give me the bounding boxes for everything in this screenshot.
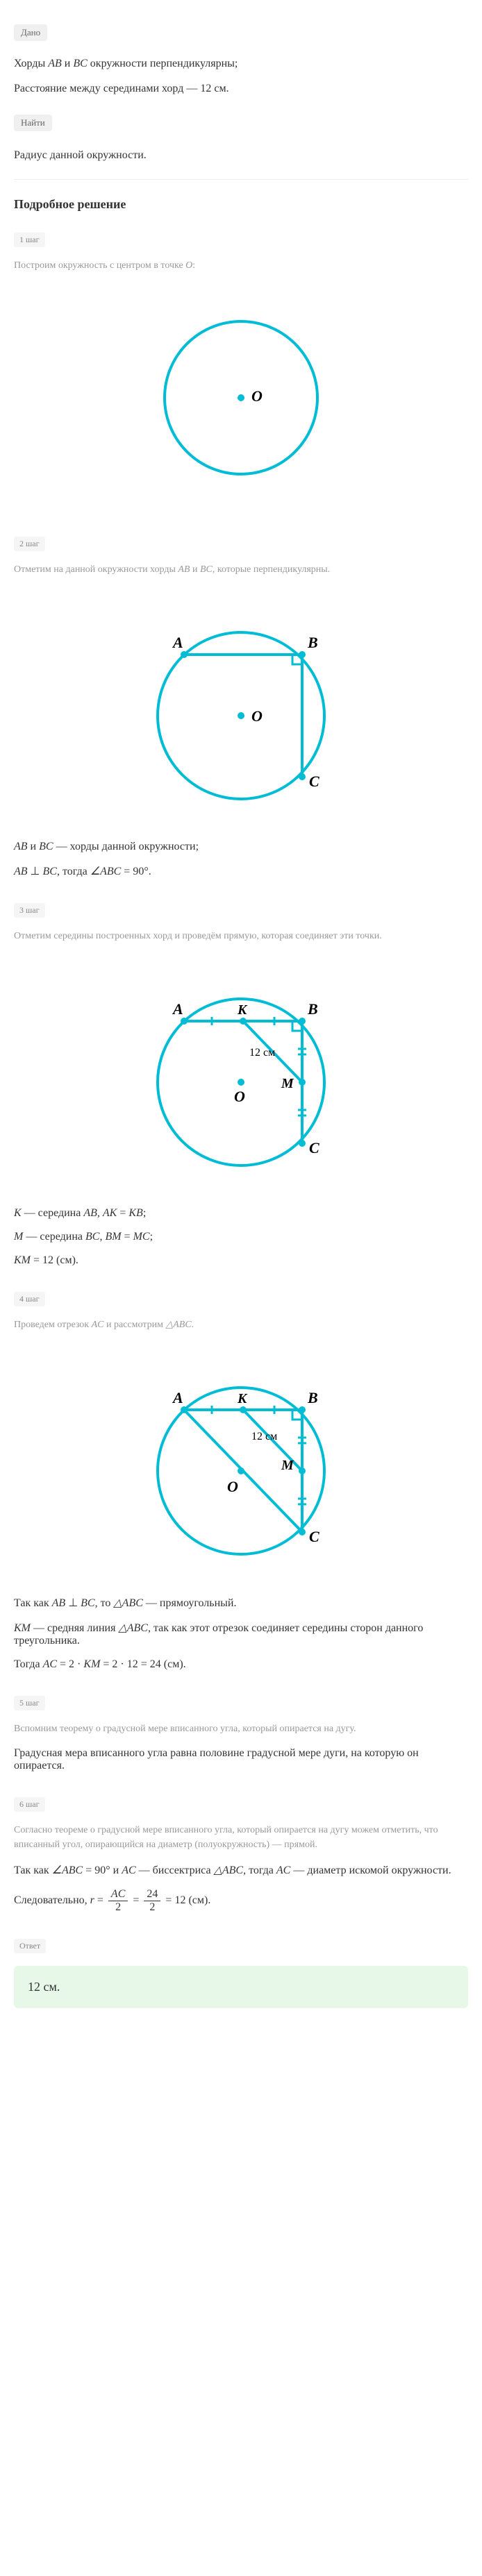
svg-text:C: C bbox=[309, 1528, 319, 1545]
divider bbox=[14, 179, 468, 180]
step2-text: Отметим на данной окружности хорды AB и … bbox=[14, 562, 468, 577]
given-line1: Хорды AB и BC окружности перпендикулярны… bbox=[14, 55, 468, 73]
answer-box: 12 см. bbox=[14, 1966, 468, 2008]
step4-line2: KM — средняя линия △ABC, так как этот от… bbox=[14, 1621, 468, 1647]
step6-label: 6 шаг bbox=[14, 1797, 45, 1812]
step6-line2: Следовательно, r = AC2 = 242 = 12 (см). bbox=[14, 1888, 468, 1914]
given-label: Дано bbox=[14, 24, 47, 41]
step5-label: 5 шаг bbox=[14, 1696, 45, 1710]
answer-label: Ответ bbox=[14, 1939, 46, 1953]
find-label: Найти bbox=[14, 115, 52, 131]
svg-text:12 см: 12 см bbox=[249, 1047, 275, 1059]
svg-text:M: M bbox=[281, 1076, 294, 1091]
svg-text:O: O bbox=[251, 387, 263, 405]
step2-line1: AB и BC — хорды данной окружности; bbox=[14, 841, 468, 853]
svg-text:B: B bbox=[307, 634, 318, 651]
svg-text:B: B bbox=[307, 1000, 318, 1018]
svg-text:O: O bbox=[234, 1088, 245, 1105]
step4-label: 4 шаг bbox=[14, 1292, 45, 1306]
svg-text:M: M bbox=[281, 1458, 294, 1473]
svg-text:K: K bbox=[237, 1002, 248, 1018]
figure-2: O A B C bbox=[130, 598, 352, 820]
svg-text:C: C bbox=[309, 773, 319, 790]
step3-text: Отметим середины построенных хорд и пров… bbox=[14, 929, 468, 943]
step2-label: 2 шаг bbox=[14, 537, 45, 551]
svg-text:B: B bbox=[307, 1389, 318, 1406]
find-text: Радиус данной окружности. bbox=[14, 149, 468, 162]
svg-text:K: K bbox=[237, 1391, 248, 1406]
step3-label: 3 шаг bbox=[14, 903, 45, 918]
step4-line3: Тогда AC = 2 · KM = 2 · 12 = 24 (см). bbox=[14, 1658, 468, 1671]
step3-line2: M — середина BC, BM = MC; bbox=[14, 1231, 468, 1243]
step4-text: Проведем отрезок AC и рассмотрим △ABC. bbox=[14, 1318, 468, 1332]
step4-line1: Так как AB ⊥ BC, то △ABC — прямоугольный… bbox=[14, 1596, 468, 1610]
step2-line2: AB ⊥ BC, тогда ∠ABC = 90°. bbox=[14, 864, 468, 878]
step6-text1: Согласно теореме о градусной мере вписан… bbox=[14, 1823, 468, 1852]
svg-text:A: A bbox=[172, 1000, 183, 1018]
step3-line1: K — середина AB, AK = KB; bbox=[14, 1207, 468, 1220]
step1-label: 1 шаг bbox=[14, 233, 45, 247]
step3-line3: KM = 12 (см). bbox=[14, 1254, 468, 1267]
svg-text:12 см: 12 см bbox=[251, 1431, 277, 1442]
step5-text2: Градусная мера вписанного угла равна пол… bbox=[14, 1747, 468, 1772]
figure-4: O A B C K M 12 см bbox=[130, 1353, 352, 1575]
step6-line1: Так как ∠ABC = 90° и AC — биссектриса △A… bbox=[14, 1863, 468, 1877]
svg-text:A: A bbox=[172, 1389, 183, 1406]
svg-text:C: C bbox=[309, 1139, 319, 1156]
svg-text:O: O bbox=[227, 1478, 238, 1495]
solution-title: Подробное решение bbox=[14, 197, 468, 212]
svg-text:O: O bbox=[251, 707, 263, 725]
given-line2: Расстояние между серединами хорд — 12 см… bbox=[14, 80, 468, 98]
step5-text1: Вспомним теорему о градусной мере вписан… bbox=[14, 1721, 468, 1736]
svg-text:A: A bbox=[172, 634, 183, 651]
figure-3: O A B C K M 12 см bbox=[130, 964, 352, 1186]
figure-1: O bbox=[137, 294, 345, 502]
step1-text: Построим окружность с центром в точке O: bbox=[14, 258, 468, 273]
